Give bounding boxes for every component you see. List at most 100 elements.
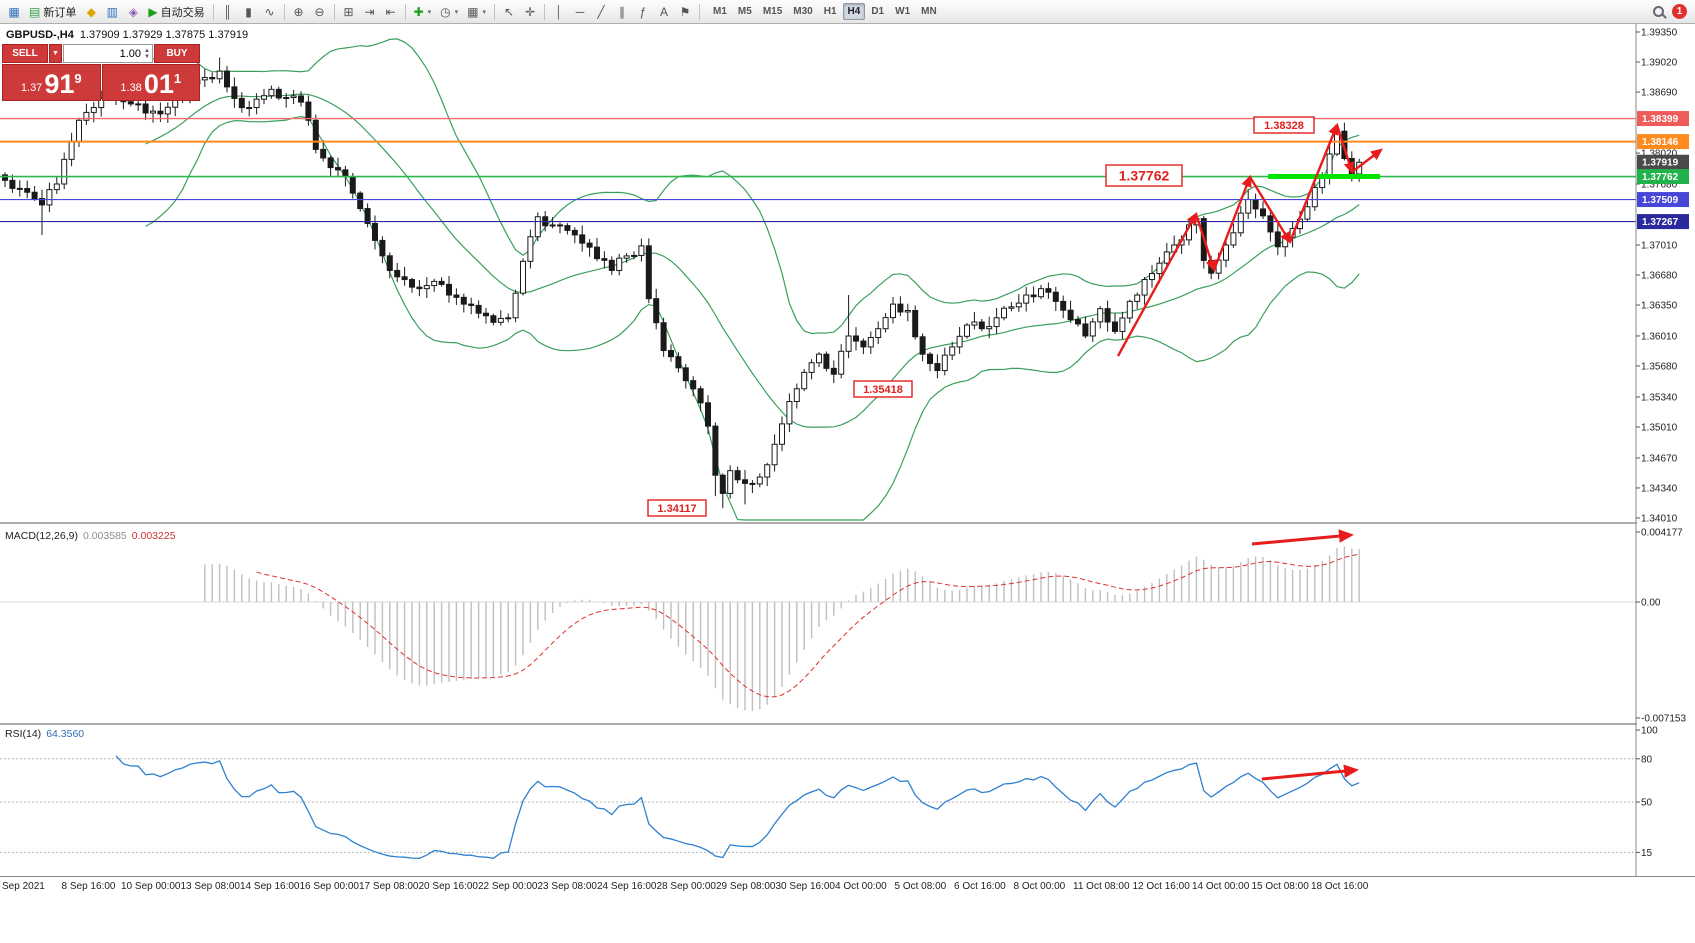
rsi-name: RSI(14) — [5, 728, 42, 740]
periods-button[interactable]: ◷ ▾ — [436, 2, 462, 22]
tile-windows-icon[interactable]: ⊞ — [339, 2, 359, 22]
horizontal-line-icon[interactable]: ─ — [570, 2, 590, 22]
zoom-out-icon[interactable]: ⊖ — [310, 2, 330, 22]
time-label: 22 Sep 00:00 — [478, 881, 538, 892]
volume-increment-button[interactable]: ▲ — [144, 47, 150, 54]
svg-text:1.39020: 1.39020 — [1641, 58, 1678, 69]
time-label: 10 Sep 00:00 — [121, 881, 181, 892]
time-label: 11 Oct 08:00 — [1073, 881, 1130, 892]
trend-arrows[interactable] — [1116, 122, 1383, 781]
volume-input[interactable]: 1.00 ▲ ▼ — [63, 44, 153, 63]
toolbar-separator — [699, 3, 701, 20]
templates-button[interactable]: ▦ ▾ — [463, 2, 490, 22]
auto-scroll-icon[interactable]: ⇥ — [360, 2, 380, 22]
templates-button-caret[interactable]: ▾ — [482, 8, 487, 16]
time-label: 6 Oct 16:00 — [954, 881, 1006, 892]
mql-community-icon[interactable]: ◆ — [81, 2, 101, 22]
chart-shift-icon[interactable]: ⇤ — [381, 2, 401, 22]
new-chart-icon[interactable]: ▦ — [4, 2, 24, 22]
sell-button[interactable]: SELL — [2, 44, 48, 63]
svg-text:1.37680: 1.37680 — [1641, 179, 1678, 190]
svg-text:1.38328: 1.38328 — [1264, 120, 1304, 132]
time-label: 28 Sep 00:00 — [656, 881, 717, 892]
macd-signal-value: 0.003225 — [131, 530, 176, 542]
svg-text:1.36010: 1.36010 — [1641, 331, 1678, 342]
svg-text:1.36680: 1.36680 — [1641, 271, 1678, 282]
svg-text:1.34117: 1.34117 — [657, 503, 696, 515]
indicators-button[interactable]: ✚ ▾ — [410, 2, 436, 22]
time-label: 20 Sep 16:00 — [418, 881, 479, 892]
zoom-out-icon: ⊖ — [314, 4, 325, 19]
trendline-icon[interactable]: ╱ — [591, 2, 611, 22]
sell-price-button[interactable]: 1.37 91 9 — [2, 64, 101, 101]
volume-value: 1.00 — [119, 47, 142, 60]
time-label: 12 Oct 16:00 — [1132, 881, 1190, 892]
toolbar-separator — [333, 3, 335, 20]
svg-text:0.004177: 0.004177 — [1641, 527, 1683, 538]
horizontal-level-lines[interactable] — [0, 117, 1636, 223]
svg-text:1.36350: 1.36350 — [1641, 301, 1678, 312]
timeframe-h1[interactable]: H1 — [823, 6, 837, 17]
timeframe-m30[interactable]: M30 — [793, 6, 813, 17]
cursor-icon[interactable]: ↖ — [499, 2, 519, 22]
channel-icon[interactable]: ∥ — [612, 2, 632, 22]
toolbar-separator — [494, 3, 496, 20]
zoom-in-icon[interactable]: ⊕ — [289, 2, 309, 22]
notification-badge[interactable]: 1 — [1672, 4, 1687, 19]
fibonacci-icon[interactable]: ƒ — [633, 2, 653, 22]
time-axis[interactable]: Sep 2021 8 Sep 16:00 10 Sep 00:00 13 Sep 08… — [0, 876, 1695, 896]
timeframe-mn[interactable]: MN — [921, 6, 937, 17]
data-window-icon[interactable]: ▥ — [102, 2, 122, 22]
timeframe-m1[interactable]: M1 — [713, 6, 727, 17]
buy-button[interactable]: BUY — [154, 44, 200, 63]
timeframe-m5[interactable]: M5 — [737, 6, 752, 17]
candlestick-chart-icon[interactable]: ▮ — [239, 2, 259, 22]
timeframe-switcher: M1 M5 M15 M30 H1 H4 D1 W1 MN — [708, 3, 942, 20]
svg-text:1.37509: 1.37509 — [1642, 195, 1679, 206]
bar-chart-icon[interactable]: ║ — [218, 2, 238, 22]
time-label: 14 Oct 00:00 — [1192, 881, 1250, 892]
search-icon[interactable] — [1653, 6, 1664, 17]
time-label: Sep 2021 — [2, 881, 45, 892]
price-label-annotations[interactable]: 1.38328 1.37762 1.35418 1.34117 — [647, 116, 1315, 517]
arrows-icon[interactable]: ⚑ — [675, 2, 695, 22]
sell-price-big: 91 — [44, 69, 75, 99]
crosshair-icon[interactable]: ✛ — [520, 2, 540, 22]
svg-text:1.34340: 1.34340 — [1641, 483, 1678, 494]
periods-button: ◷ — [440, 4, 451, 19]
rsi-indicator-label: RSI(14) 64.3560 — [5, 728, 84, 740]
buy-price-sup: 1 — [173, 71, 182, 86]
panel-separators[interactable] — [0, 522, 1695, 725]
chart-surface[interactable]: 1.38328 1.37762 1.35418 1.34117 1.39350 1.390… — [0, 24, 1695, 876]
chart-shift-icon: ⇤ — [385, 4, 396, 19]
timeframe-w1[interactable]: W1 — [895, 6, 911, 17]
trade-options-caret[interactable]: ▼ — [49, 44, 62, 63]
svg-text:1.35010: 1.35010 — [1641, 422, 1678, 433]
new-order-button[interactable]: ▤ 新订单 — [25, 2, 80, 22]
price-axis[interactable]: 1.39350 1.39020 1.38690 1.38020 1.37680 1.370… — [1635, 24, 1695, 876]
time-label: 17 Sep 08:00 — [359, 881, 419, 892]
autotrading-button[interactable]: ▶ 自动交易 — [144, 2, 208, 22]
timeframe-d1[interactable]: D1 — [871, 6, 885, 17]
periods-button-caret[interactable]: ▾ — [454, 8, 459, 16]
timeframe-h4[interactable]: H4 — [842, 3, 866, 20]
line-chart-icon[interactable]: ∿ — [260, 2, 280, 22]
vertical-line-icon[interactable]: │ — [549, 2, 569, 22]
svg-text:1.35340: 1.35340 — [1641, 392, 1678, 403]
svg-text:1.37762: 1.37762 — [1642, 172, 1679, 183]
rsi-panel — [0, 755, 1636, 859]
svg-text:15: 15 — [1641, 848, 1653, 859]
time-label: 24 Sep 16:00 — [597, 881, 657, 892]
bollinger-bands — [145, 38, 1360, 521]
new-chart-icon: ▦ — [8, 4, 20, 19]
text-icon[interactable]: A — [654, 2, 674, 22]
indicators-button-caret[interactable]: ▾ — [427, 8, 432, 16]
svg-text:1.38399: 1.38399 — [1642, 114, 1679, 125]
buy-price-button[interactable]: 1.38 01 1 — [101, 64, 200, 101]
strategy-tester-icon[interactable]: ◈ — [123, 2, 143, 22]
volume-decrement-button[interactable]: ▼ — [144, 53, 150, 60]
timeframe-m15[interactable]: M15 — [762, 6, 783, 17]
buy-price-big: 01 — [143, 69, 174, 99]
toolbar-separator — [283, 3, 285, 20]
